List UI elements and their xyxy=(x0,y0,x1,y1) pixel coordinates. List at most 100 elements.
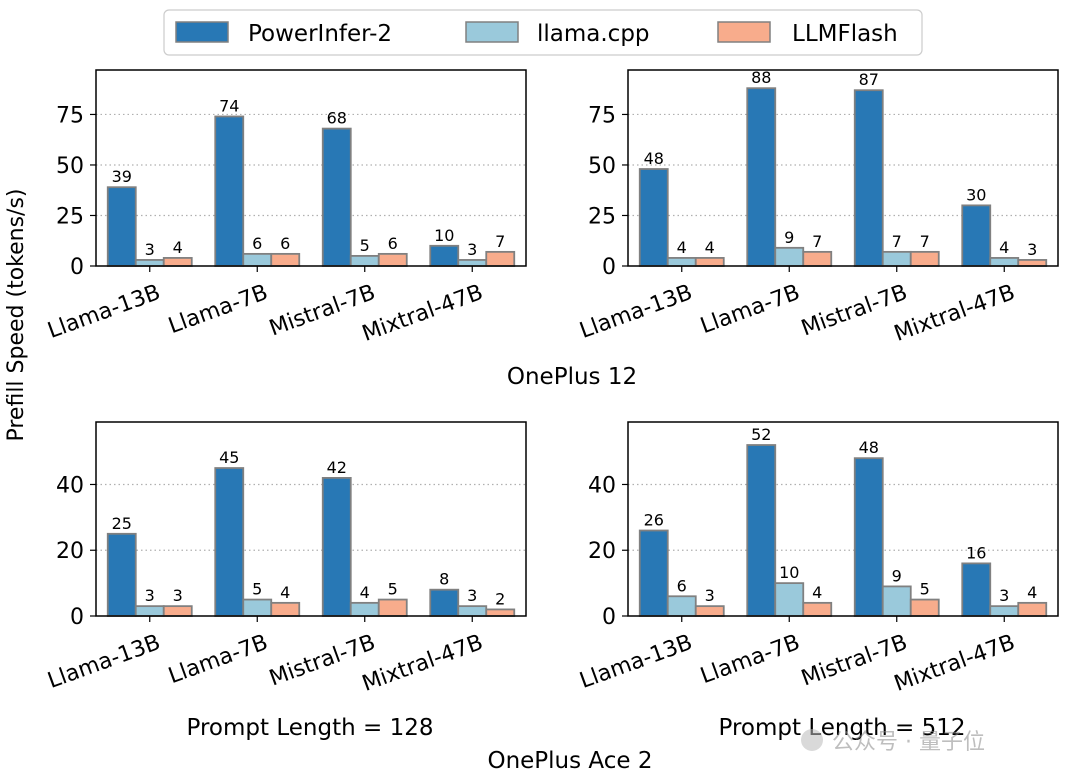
x-tick-label-llama-13b: Llama-13B xyxy=(577,630,696,694)
data-label-llmflash-llama-7b: 4 xyxy=(812,583,822,602)
legend-swatch-llamacpp xyxy=(465,21,519,43)
data-label-llmflash-mixtral-47b: 4 xyxy=(1027,583,1037,602)
data-label-powerinfer-2-mixtral-47b: 10 xyxy=(434,226,454,245)
bar-llmflash-llama-7b xyxy=(802,601,833,617)
legend-label-powerinfer: PowerInfer-2 xyxy=(248,21,392,47)
bar-powerinfer-2-llama-7b xyxy=(214,115,245,267)
legend-swatch-llmflash xyxy=(717,21,771,43)
bar-llama-cpp-mistral-7b xyxy=(349,254,380,267)
data-label-llama-cpp-llama-7b: 6 xyxy=(252,234,262,253)
y-tick-label: 20 xyxy=(588,539,616,564)
bar-llmflash-mixtral-47b xyxy=(485,608,516,617)
bar-powerinfer-2-mistral-7b xyxy=(321,127,352,267)
bar-powerinfer-2-llama-7b xyxy=(746,87,777,267)
x-tick-label-llama-7b: Llama-7B xyxy=(697,630,803,689)
bar-llmflash-mistral-7b xyxy=(377,252,408,267)
bar-llama-cpp-llama-7b xyxy=(242,598,273,617)
bar-powerinfer-2-mixtral-47b xyxy=(961,204,992,267)
bar-powerinfer-2-llama-13b xyxy=(106,186,137,267)
x-tick-label-llama-13b: Llama-13B xyxy=(45,630,164,694)
y-tick-label: 25 xyxy=(588,204,616,229)
data-label-llama-cpp-mixtral-47b: 3 xyxy=(999,586,1009,605)
x-tick-label-llama-7b: Llama-7B xyxy=(697,280,803,339)
plot-frame xyxy=(627,421,1059,617)
watermark-chat-icon xyxy=(801,729,823,751)
bar-powerinfer-2-mistral-7b xyxy=(853,89,884,267)
watermark-text: 公众号 · 量子位 xyxy=(832,730,985,755)
data-label-powerinfer-2-llama-7b: 88 xyxy=(751,68,771,87)
y-tick-label: 40 xyxy=(588,473,616,498)
data-label-powerinfer-2-mixtral-47b: 30 xyxy=(966,185,986,204)
data-label-llama-cpp-llama-13b: 6 xyxy=(677,576,687,595)
bar-llama-cpp-llama-7b xyxy=(774,582,805,617)
bar-powerinfer-2-mixtral-47b xyxy=(429,244,460,267)
bar-llmflash-llama-13b xyxy=(694,257,725,267)
data-label-powerinfer-2-mistral-7b: 42 xyxy=(327,458,347,477)
data-label-llmflash-mixtral-47b: 7 xyxy=(495,232,505,251)
bar-llmflash-mistral-7b xyxy=(909,250,940,267)
bar-llmflash-mixtral-47b xyxy=(485,250,516,267)
bar-llmflash-llama-7b xyxy=(270,252,301,267)
x-tick-label-mixtral-47b: Mixtral-47B xyxy=(891,280,1018,347)
data-label-powerinfer-2-mistral-7b: 48 xyxy=(859,438,879,457)
data-label-llmflash-mistral-7b: 7 xyxy=(920,232,930,251)
x-tick-label-mixtral-47b: Mixtral-47B xyxy=(359,280,486,347)
bar-llmflash-mixtral-47b xyxy=(1017,259,1048,267)
column-label-prompt-512: Prompt Length = 512 xyxy=(719,715,966,741)
data-label-llama-cpp-mixtral-47b: 3 xyxy=(467,240,477,259)
data-label-llama-cpp-llama-13b: 3 xyxy=(145,240,155,259)
bar-llmflash-llama-13b xyxy=(694,605,725,617)
bar-powerinfer-2-llama-7b xyxy=(746,444,777,617)
column-label-prompt-128: Prompt Length = 128 xyxy=(187,715,434,741)
data-label-llama-cpp-llama-13b: 3 xyxy=(145,586,155,605)
data-label-powerinfer-2-llama-13b: 26 xyxy=(644,511,664,530)
bar-llama-cpp-llama-13b xyxy=(134,259,165,267)
data-label-llama-cpp-mistral-7b: 9 xyxy=(892,566,902,585)
row-label-oneplus-12: OnePlus 12 xyxy=(507,364,637,390)
bar-powerinfer-2-mistral-7b xyxy=(321,476,352,617)
y-tick-label: 75 xyxy=(56,103,84,128)
bar-powerinfer-2-llama-7b xyxy=(214,467,245,617)
data-label-powerinfer-2-llama-13b: 39 xyxy=(112,167,132,186)
data-label-powerinfer-2-mistral-7b: 68 xyxy=(327,109,347,128)
data-label-llama-cpp-mixtral-47b: 4 xyxy=(999,238,1009,257)
bar-llmflash-mistral-7b xyxy=(909,598,940,617)
data-label-llama-cpp-mixtral-47b: 3 xyxy=(467,586,477,605)
data-label-powerinfer-2-llama-7b: 45 xyxy=(219,448,239,467)
data-label-powerinfer-2-llama-7b: 74 xyxy=(219,96,239,115)
bar-llmflash-llama-13b xyxy=(162,257,193,267)
data-label-llmflash-llama-7b: 7 xyxy=(812,232,822,251)
data-label-llmflash-mistral-7b: 5 xyxy=(920,580,930,599)
y-tick-label: 40 xyxy=(56,473,84,498)
bar-powerinfer-2-mixtral-47b xyxy=(961,562,992,617)
data-label-powerinfer-2-mistral-7b: 87 xyxy=(859,70,879,89)
plot-frame xyxy=(95,69,527,267)
data-label-llmflash-llama-13b: 4 xyxy=(705,238,715,257)
y-tick-label: 50 xyxy=(588,154,616,179)
data-label-powerinfer-2-mixtral-47b: 16 xyxy=(966,543,986,562)
data-label-powerinfer-2-llama-13b: 25 xyxy=(112,514,132,533)
data-label-powerinfer-2-mixtral-47b: 8 xyxy=(439,570,449,589)
data-label-llmflash-llama-7b: 4 xyxy=(280,583,290,602)
data-label-llmflash-llama-7b: 6 xyxy=(280,234,290,253)
data-label-llama-cpp-llama-7b: 10 xyxy=(779,563,799,582)
legend-swatch-powerinfer xyxy=(175,21,229,43)
chart-panel-oneplusace2-prompt512: 020402663Llama-13B52104Llama-7B4895Mistr… xyxy=(577,421,1059,697)
x-tick-label-llama-7b: Llama-7B xyxy=(165,280,271,339)
data-label-llmflash-mistral-7b: 5 xyxy=(388,580,398,599)
data-label-llama-cpp-mistral-7b: 7 xyxy=(892,232,902,251)
bar-llama-cpp-llama-13b xyxy=(666,595,697,617)
data-label-llmflash-llama-13b: 3 xyxy=(705,586,715,605)
bar-llama-cpp-mistral-7b xyxy=(881,585,912,617)
x-tick-label-llama-13b: Llama-13B xyxy=(577,280,696,344)
plot-frame xyxy=(95,421,527,617)
bar-llmflash-mixtral-47b xyxy=(1017,601,1048,617)
bar-llmflash-llama-7b xyxy=(802,250,833,267)
x-tick-label-mixtral-47b: Mixtral-47B xyxy=(891,630,1018,697)
bar-llmflash-mistral-7b xyxy=(377,598,408,617)
bar-powerinfer-2-llama-13b xyxy=(638,529,669,617)
